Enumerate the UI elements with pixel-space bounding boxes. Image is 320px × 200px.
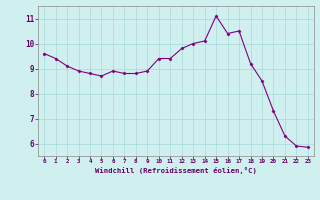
X-axis label: Windchill (Refroidissement éolien,°C): Windchill (Refroidissement éolien,°C) [95,167,257,174]
